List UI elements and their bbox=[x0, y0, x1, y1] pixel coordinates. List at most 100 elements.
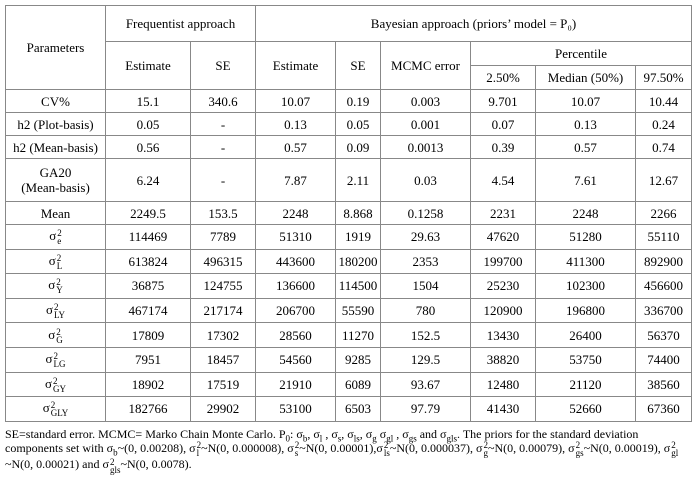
subscript: gs bbox=[408, 433, 417, 444]
cell: 18902 bbox=[105, 371, 191, 398]
subscript: e bbox=[57, 236, 62, 247]
cell: 54560 bbox=[255, 346, 337, 373]
subscript: g bbox=[483, 448, 488, 459]
table-row: σ 2 G 17809 17302 28560 11270 152.5 13430 26400 56… bbox=[5, 322, 693, 348]
cell: 114469 bbox=[105, 224, 191, 250]
sup-sub: 2 gls bbox=[109, 457, 121, 475]
cell: 0.001 bbox=[380, 112, 472, 136]
row-label: h2 (Plot-basis) bbox=[5, 112, 106, 136]
cell: 443600 bbox=[255, 248, 337, 275]
cell: 9285 bbox=[335, 346, 382, 373]
subscript: gls bbox=[109, 464, 121, 475]
cell: 0.24 bbox=[635, 112, 693, 136]
subscript: L bbox=[56, 260, 63, 271]
cell: 0.19 bbox=[335, 89, 382, 113]
table-row: h2 (Plot-basis) 0.05-0.13 0.05 0.001 0.07 0.1… bbox=[5, 112, 693, 136]
superscript: 2 bbox=[383, 440, 389, 451]
text: . The priors for the standard deviation … bbox=[5, 427, 639, 455]
cell: 0.56 bbox=[105, 135, 191, 159]
cell: 38820 bbox=[470, 346, 537, 373]
text: σ bbox=[48, 326, 56, 342]
table-row: σ 2 GLY 182766 29902 53100 6503 97.79 41430 52660… bbox=[5, 396, 693, 422]
cell: 7.87 bbox=[255, 158, 337, 202]
cell: 124755 bbox=[189, 273, 257, 299]
subscript: g bbox=[372, 433, 377, 444]
subscript: LG bbox=[53, 359, 66, 370]
cell: 9.701 bbox=[470, 89, 537, 113]
cell: 0.39 bbox=[470, 135, 537, 159]
cell: 26400 bbox=[535, 322, 637, 348]
cell: 199700 bbox=[470, 248, 537, 275]
cell: 74400 bbox=[635, 346, 693, 373]
cell: 411300 bbox=[535, 248, 637, 275]
table-row: CV% 15.1 340.6 10.07 0.19 0.003 9.701 10.07 10.4… bbox=[5, 89, 693, 113]
sup-sub: 2 GLY bbox=[51, 401, 69, 418]
header-cell: Parameters bbox=[5, 5, 106, 90]
cell: 67360 bbox=[635, 396, 693, 422]
superscript: 2 bbox=[56, 326, 61, 337]
cell: 0.05 bbox=[335, 112, 382, 136]
cell: 10.07 bbox=[535, 89, 637, 113]
text: ~(0, 0.00208), σ bbox=[117, 441, 196, 455]
results-table: Parameters Frequentist approach Bayesian… bbox=[5, 5, 693, 422]
text: σ bbox=[48, 277, 56, 293]
superscript: 2 bbox=[57, 228, 62, 239]
subscript: ls bbox=[383, 448, 390, 459]
cell: 129.5 bbox=[380, 346, 472, 373]
table-row: σ 2 GY 18902 17519 21910 6089 93.67 12480 21120 38… bbox=[5, 371, 693, 398]
cell: - bbox=[189, 135, 257, 159]
table-row: Mean 2249.5 153.5 2248 8.868 0.1258 2231 2248 22… bbox=[5, 201, 693, 225]
row-label: GA20 (Mean-basis) bbox=[5, 158, 106, 202]
cell: 217174 bbox=[189, 297, 257, 324]
cell: 196800 bbox=[535, 297, 637, 324]
cell: 182766 bbox=[105, 396, 191, 422]
cell: 0.57 bbox=[535, 135, 637, 159]
table-body: CV% 15.1 340.6 10.07 0.19 0.003 9.701 10.07 10.4… bbox=[5, 89, 693, 422]
cell: 8.868 bbox=[335, 201, 382, 225]
superscript: 2 bbox=[53, 302, 59, 313]
cell: 7789 bbox=[189, 224, 257, 250]
header-cell: Estimate bbox=[105, 41, 191, 90]
cell: 892900 bbox=[635, 248, 693, 275]
text: and σ bbox=[416, 427, 447, 441]
text: ~N(0, 0.0078). bbox=[120, 457, 192, 472]
cell: 114500 bbox=[335, 273, 382, 299]
cell: 12.67 bbox=[635, 158, 693, 202]
cell: 0.03 bbox=[380, 158, 472, 202]
cell: 0.003 bbox=[380, 89, 472, 113]
cell: 2248 bbox=[255, 201, 337, 225]
text: ~N(0, 0.00079), σ bbox=[487, 441, 575, 455]
cell: 467174 bbox=[105, 297, 191, 324]
text: GA20 (Mean-basis) bbox=[21, 165, 90, 195]
cell: 2.11 bbox=[335, 158, 382, 202]
cell: 29902 bbox=[189, 396, 257, 422]
cell: 206700 bbox=[255, 297, 337, 324]
text: h2 (Mean-basis) bbox=[13, 139, 98, 155]
text: SE=standard error. MCMC= Marko Chain Mon… bbox=[5, 427, 286, 441]
table-row: σ 2 LY 467174 217174 206700 55590 780 120900 1968… bbox=[5, 297, 693, 324]
cell: 15.1 bbox=[105, 89, 191, 113]
cell: 11270 bbox=[335, 322, 382, 348]
cell: 456600 bbox=[635, 273, 693, 299]
cell: 51310 bbox=[255, 224, 337, 250]
cell: 41430 bbox=[470, 396, 537, 422]
table-row: σ 2 Y 36875 124755 136600 114500 1504 25230 10230… bbox=[5, 273, 693, 299]
cell: 29.63 bbox=[380, 224, 472, 250]
row-label: σ 2 LY bbox=[5, 297, 106, 324]
cell: 2231 bbox=[470, 201, 537, 225]
text: : σ bbox=[290, 427, 303, 441]
table-row: σ 2 e 114469 7789 51310 1919 29.63 47620 51280 551… bbox=[5, 224, 693, 250]
subscript: 0 bbox=[285, 433, 291, 444]
cell: 7.61 bbox=[535, 158, 637, 202]
header-cell: MCMC error bbox=[380, 41, 472, 90]
cell: 1919 bbox=[335, 224, 382, 250]
cell: 1504 bbox=[380, 273, 472, 299]
cell: 51280 bbox=[535, 224, 637, 250]
text: σ bbox=[45, 351, 53, 367]
text: σ bbox=[44, 375, 52, 391]
cell: 336700 bbox=[635, 297, 693, 324]
